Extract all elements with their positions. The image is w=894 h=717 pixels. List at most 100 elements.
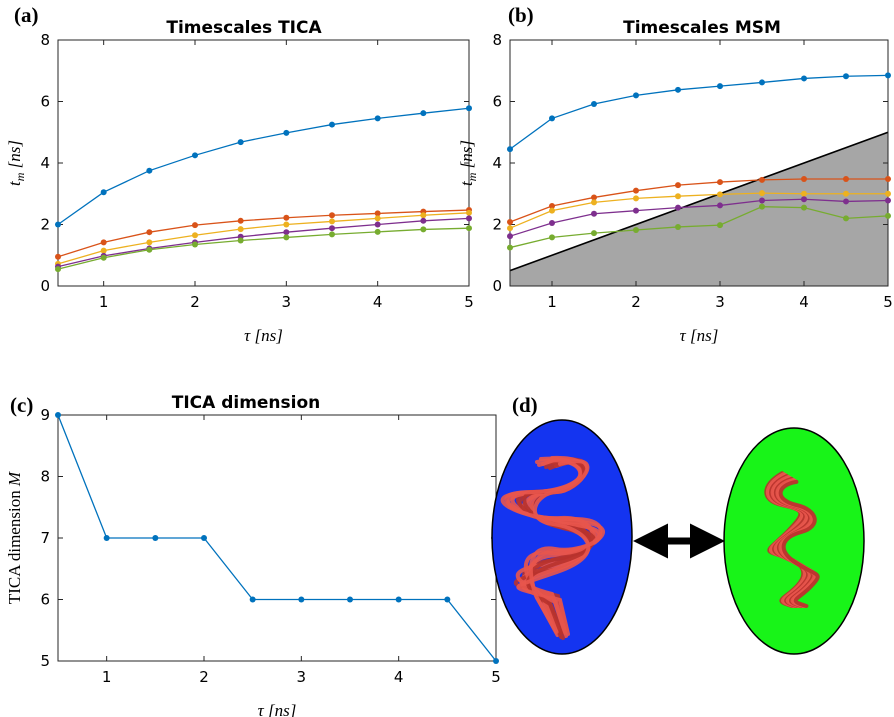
axes-box: [57, 39, 470, 287]
series-orange-point: [717, 179, 723, 186]
series-blue-point: [192, 152, 198, 159]
series-yellow-point: [283, 221, 290, 228]
series-green-point: [801, 204, 807, 211]
series-yellow-point: [801, 190, 807, 197]
protein-ensemble-folded-icon: [764, 471, 820, 608]
x-axis-label: τ [ns]: [244, 326, 283, 345]
series-green-point: [146, 246, 153, 253]
y-tick-label: 8: [40, 31, 50, 49]
protein-ensemble-unfolded-icon: [500, 455, 606, 640]
series-green-point: [466, 225, 472, 232]
series-green-point: [329, 231, 335, 238]
x-tick-label: 4: [373, 293, 383, 311]
series-yellow-point: [237, 226, 244, 233]
plot-area-a: 1 2 3 4 5 0 2 4 6 8 τ [ns] tm [ns]: [5, 31, 474, 345]
ellipse-folded-state: [723, 427, 865, 655]
series-purple-point: [466, 215, 472, 222]
y-tick-label: 4: [492, 154, 502, 172]
x-tick-label: 3: [297, 668, 307, 686]
plot-area-c: 1 2 3 4 5 5 6 7 8 9 τ [ns] TICA dimension M: [5, 406, 501, 717]
series-purple-point: [801, 196, 807, 203]
series-blue-point: [507, 146, 513, 153]
series-yellow-point: [717, 191, 723, 198]
series-blue-point: [298, 596, 305, 603]
series-yellow-line: [509, 192, 888, 229]
x-tick-label: 1: [102, 668, 112, 686]
panel-c-letter: (c): [10, 393, 33, 417]
series-blue-line: [57, 107, 470, 226]
panel-c: (c) TICA dimension 1 2 3 4 5 5 6 7 8 9 τ [ns] TICA …: [5, 393, 501, 717]
series-purple-point: [759, 197, 765, 204]
series-yellow-point: [329, 218, 335, 225]
panel-a: (a) Timescales TICA 1 2 3 4 5 0 2 4 6 8 τ [ns] tm […: [5, 3, 474, 345]
series-blue-point: [103, 535, 110, 541]
x-axis-label: τ [ns]: [680, 326, 719, 345]
series-yellow-point: [633, 195, 639, 202]
series-blue-point: [100, 189, 107, 196]
series-orange-point: [549, 203, 555, 210]
series-green-point: [549, 234, 555, 241]
series-blue-point: [633, 92, 639, 99]
series-green-point: [237, 237, 244, 244]
series-blue-point: [329, 121, 335, 128]
series-orange-point: [843, 175, 849, 182]
x-tick-label: 1: [547, 293, 557, 311]
series-orange-point: [675, 182, 681, 189]
series-blue-point: [549, 115, 555, 122]
series-blue-point: [759, 79, 765, 86]
series-blue-point: [420, 110, 427, 117]
ellipse-unfolded-state: [491, 419, 633, 655]
series-orange-point: [633, 187, 639, 194]
series-blue-point: [444, 596, 451, 603]
series-blue-point: [237, 139, 244, 146]
series-green-point: [192, 241, 198, 248]
series-blue-point: [347, 596, 353, 603]
series-purple-point: [374, 221, 381, 228]
y-tick-label: 5: [40, 652, 50, 670]
y-tick-label: 9: [40, 406, 50, 424]
series-green-point: [675, 223, 681, 230]
y-tick-label: 0: [40, 277, 50, 295]
x-axis-label: τ [ns]: [258, 701, 297, 717]
x-tick-label: 5: [491, 668, 501, 686]
series-yellow-point: [759, 190, 765, 197]
y-tick-label: 4: [40, 154, 50, 172]
series-orange-point: [55, 253, 61, 260]
series-yellow-point: [885, 190, 891, 197]
series-yellow-point: [100, 247, 107, 254]
series-purple-point: [420, 217, 427, 224]
series-blue-point: [374, 115, 381, 122]
y-tick-label: 7: [40, 529, 50, 547]
series-blue-point: [675, 86, 681, 93]
series-blue-point: [55, 221, 61, 228]
series-blue-point: [843, 73, 849, 80]
y-axis-label: TICA dimension M: [5, 471, 24, 604]
series-purple-point: [329, 225, 335, 232]
series-orange-point: [591, 194, 597, 201]
y-tick-label: 8: [40, 468, 50, 486]
diagonal-boundary-line: [510, 131, 888, 272]
series-purple-point: [717, 202, 723, 209]
series-purple-point: [675, 204, 681, 211]
panel-a-letter: (a): [14, 3, 39, 27]
panel-c-title: TICA dimension: [172, 393, 321, 413]
y-tick-label: 8: [492, 31, 502, 49]
series-yellow-point: [192, 232, 198, 239]
series-orange-point: [507, 219, 513, 226]
series-green-point: [591, 230, 597, 237]
series-yellow-point: [549, 207, 555, 214]
series-green-point: [759, 203, 765, 210]
series-blue-point: [717, 83, 723, 90]
series-green-point: [885, 212, 891, 219]
series-orange-point: [100, 239, 107, 246]
series-blue-point: [283, 129, 290, 136]
panel-d: (d): [491, 393, 865, 655]
y-tick-label: 6: [40, 93, 50, 111]
series-green-point: [100, 254, 107, 261]
x-tick-label: 2: [190, 293, 200, 311]
series-green-point: [717, 222, 723, 229]
panel-a-title: Timescales TICA: [166, 18, 322, 38]
series-purple-point: [591, 210, 597, 217]
